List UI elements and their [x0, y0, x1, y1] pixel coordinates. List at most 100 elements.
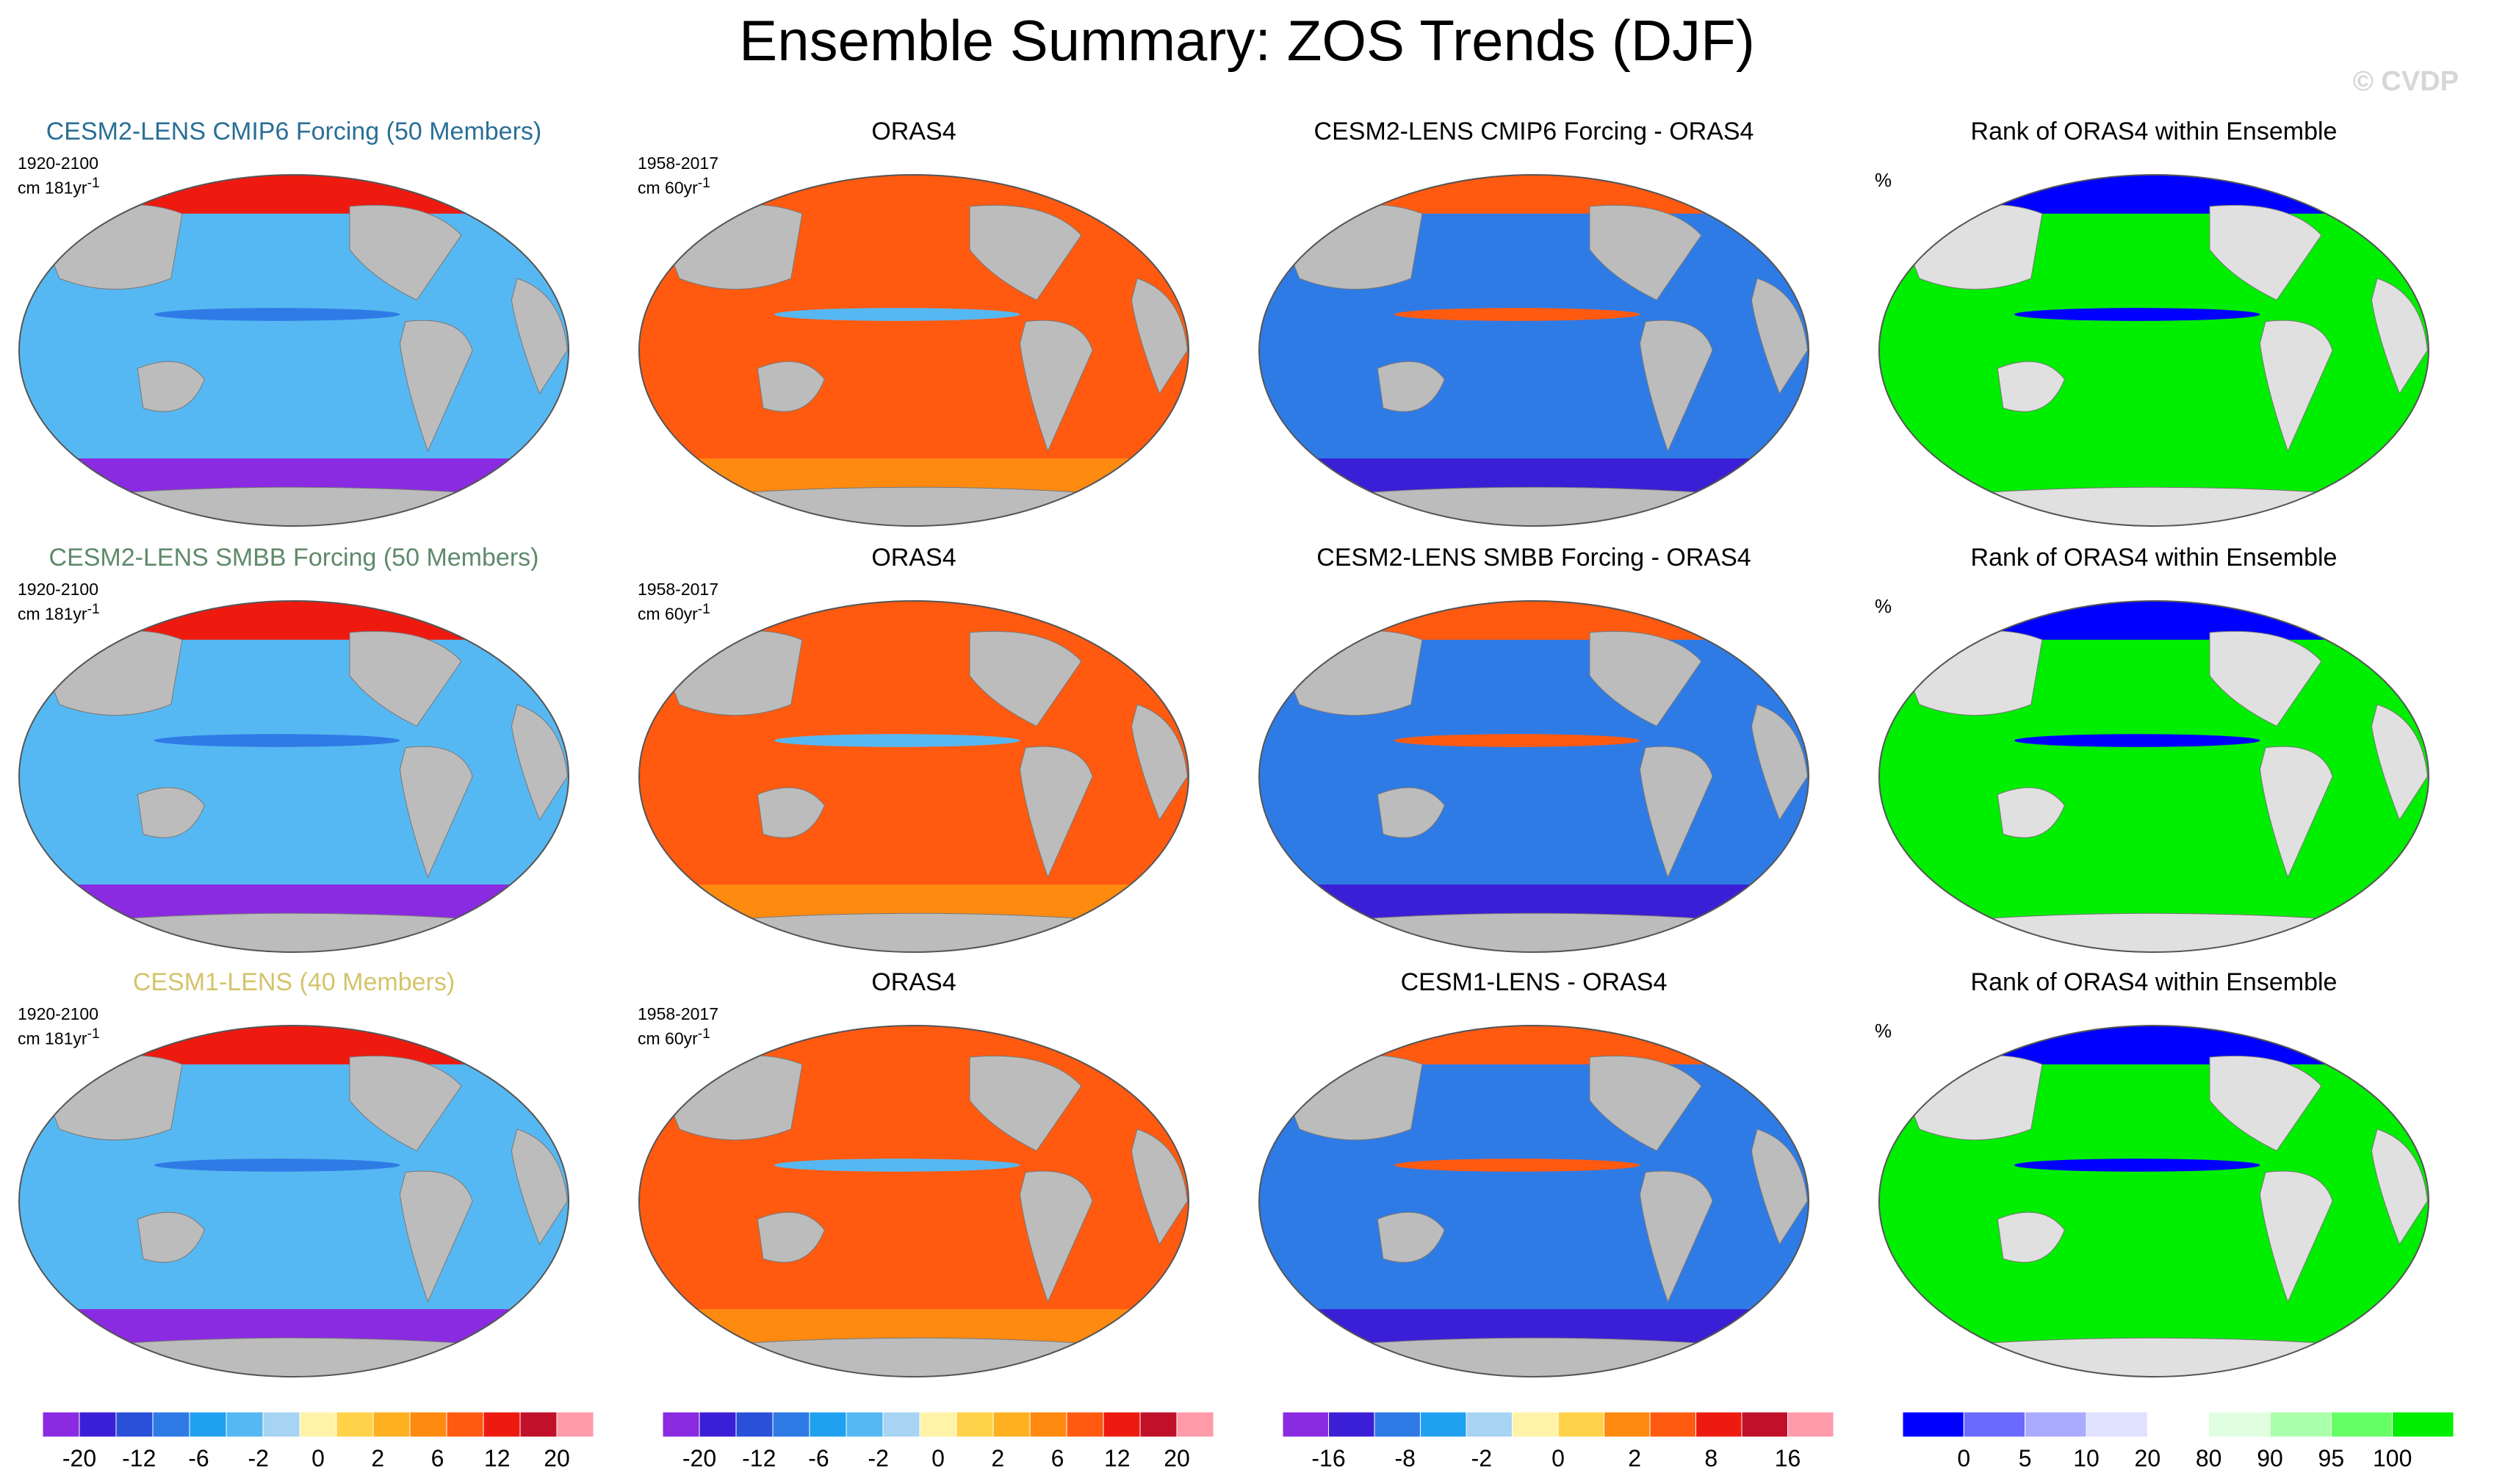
colorbar-swatch [189, 1411, 227, 1438]
land-africa [511, 1128, 568, 1245]
arctic-band [19, 1026, 569, 1065]
arctic-band [19, 601, 569, 640]
land-africa [1751, 1128, 1808, 1245]
map-border [18, 600, 569, 953]
map-border [638, 174, 1189, 527]
colorbar-swatch [846, 1411, 884, 1438]
colorbar-swatch [809, 1411, 847, 1438]
land-asia [1282, 630, 1423, 716]
watermark: © CVDP [2352, 66, 2459, 97]
land-australia [757, 787, 825, 838]
colorbar-tick-label: 100 [2373, 1445, 2412, 1472]
map-border [638, 1025, 1189, 1377]
arctic-band [639, 601, 1189, 640]
colorbar-swatch [1963, 1411, 2026, 1438]
colorbar-swatch [735, 1411, 774, 1438]
land-australia [1997, 1211, 2065, 1263]
land-asia [1902, 630, 2043, 716]
land-antarctica [19, 1337, 569, 1377]
equatorial-band [774, 734, 1020, 747]
map-diff-row2 [1258, 600, 1809, 953]
colorbar-swatch [446, 1411, 484, 1438]
colorbar-rank-svg: 0 5 10 20 80 90 95 100 [1903, 1411, 2454, 1472]
equatorial-band [2014, 734, 2260, 747]
colorbar-swatch [226, 1411, 264, 1438]
period-label: 1958-2017 cm 60yr-1 [638, 580, 718, 624]
land-antarctica [1879, 912, 2429, 952]
panel-title: Rank of ORAS4 within Ensemble [1970, 544, 2338, 572]
colorbar-swatch [1103, 1411, 1141, 1438]
land-australia [1377, 787, 1445, 838]
colorbar-swatch [336, 1411, 374, 1438]
land-north-america [1589, 204, 1702, 301]
equatorial-band [1394, 308, 1640, 321]
colorbar-swatch [699, 1411, 737, 1438]
land-australia [1997, 787, 2065, 838]
land-south-america [1639, 746, 1713, 879]
map-model-row3 [18, 1025, 569, 1377]
panel-rank-row2: Rank of ORAS4 within Ensemble % [1867, 544, 2440, 962]
colorbar-tick-label: -12 [122, 1445, 156, 1472]
colorbar-tick-label: 6 [1051, 1445, 1064, 1472]
colorbar-swatch [1604, 1411, 1651, 1438]
colorbar-swatch [1466, 1411, 1513, 1438]
colorbar-swatch [2330, 1411, 2393, 1438]
equatorial-band [774, 308, 1020, 321]
panel-diff-row1: CESM2-LENS CMIP6 Forcing - ORAS4 [1247, 118, 1820, 536]
colorbar-swatch [956, 1411, 994, 1438]
map-diff-row3 [1258, 1025, 1809, 1377]
colorbar-swatch [1787, 1411, 1834, 1438]
panel-title: CESM2-LENS CMIP6 Forcing - ORAS4 [1313, 118, 1754, 145]
panel-model-row3: CESM1-LENS (40 Members) 1920-2100 cm 181… [7, 968, 580, 1387]
equatorial-band [1394, 734, 1640, 747]
colorbar-tick-label: -2 [248, 1445, 269, 1472]
colorbar-swatch [43, 1411, 80, 1438]
colorbar-tick-label: 8 [1704, 1445, 1718, 1472]
land-australia [137, 1211, 205, 1263]
colorbar-swatch [1420, 1411, 1467, 1438]
land-africa [1751, 704, 1808, 821]
land-australia [1377, 1211, 1445, 1263]
colorbar-obs: -20 -12 -6 -2 0 2 6 12 20 [663, 1409, 1214, 1483]
colorbar-model-svg: -20 -12 -6 -2 0 2 6 12 20 [43, 1411, 594, 1472]
colorbar-tick-label: 0 [931, 1445, 945, 1472]
land-asia [662, 204, 803, 290]
land-south-america [2259, 746, 2333, 879]
colorbar-tick-label: -16 [1311, 1445, 1345, 1472]
colorbar-swatch [1512, 1411, 1559, 1438]
colorbar-swatch [2147, 1411, 2210, 1438]
colorbar-tick-label: -20 [682, 1445, 716, 1472]
map-model-row1 [18, 174, 569, 527]
colorbar-diff: -16 -8 -2 0 2 8 16 [1283, 1409, 1834, 1483]
colorbar-swatch [152, 1411, 190, 1438]
land-antarctica [639, 1337, 1189, 1377]
colorbar-tick-label: 0 [1551, 1445, 1565, 1472]
colorbar-tick-label: -2 [1471, 1445, 1492, 1472]
colorbar-swatch [772, 1411, 810, 1438]
colorbar-swatch [1176, 1411, 1214, 1438]
map-border [18, 1025, 569, 1377]
panel-title: CESM2-LENS SMBB Forcing - ORAS4 [1316, 544, 1751, 572]
colorbar-swatch [79, 1411, 117, 1438]
land-asia [42, 630, 183, 716]
map-border [1258, 1025, 1809, 1377]
land-asia [662, 630, 803, 716]
page-title: Ensemble Summary: ZOS Trends (DJF) [739, 8, 1755, 73]
panel-title: Rank of ORAS4 within Ensemble [1970, 118, 2338, 145]
colorbar-obs-svg: -20 -12 -6 -2 0 2 6 12 20 [663, 1411, 1214, 1472]
period-label: 1920-2100 cm 181yr-1 [18, 580, 100, 624]
map-obs-row2 [638, 600, 1189, 953]
arctic-band [1879, 601, 2429, 640]
land-north-america [1589, 1055, 1702, 1152]
map-border [638, 600, 1189, 953]
land-south-america [1639, 1170, 1713, 1303]
land-south-america [399, 746, 473, 879]
map-border [18, 174, 569, 527]
land-south-america [1019, 746, 1093, 879]
map-border [1878, 174, 2429, 527]
colorbar-model: -20 -12 -6 -2 0 2 6 12 20 [43, 1409, 594, 1483]
land-north-america [349, 204, 462, 301]
equatorial-band [2014, 1159, 2260, 1172]
land-africa [1131, 1128, 1188, 1245]
arctic-band [1259, 601, 1809, 640]
